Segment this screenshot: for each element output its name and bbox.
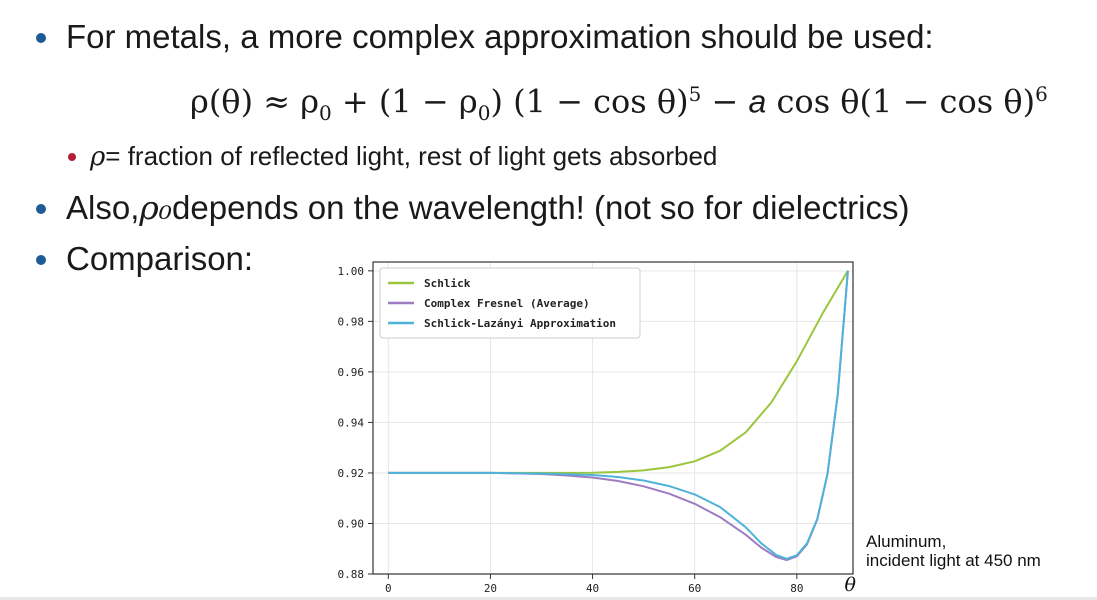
y-tick-label: 0.88: [338, 568, 365, 581]
legend-label: Complex Fresnel (Average): [424, 297, 590, 310]
eq-sub: 0: [319, 101, 332, 126]
x-tick-label: 20: [484, 582, 497, 595]
eq-part: ) (1 − cos θ): [490, 82, 689, 121]
y-tick-label: 0.94: [338, 416, 365, 429]
y-tick-label: 0.90: [338, 517, 365, 530]
x-tick-label: 80: [790, 582, 803, 595]
eq-sub: 0: [477, 101, 491, 126]
x-tick-label: 0: [385, 582, 392, 595]
rho0-symbol: ρ₀: [139, 188, 173, 227]
series-line: [388, 270, 849, 560]
eq-coefficient: a: [748, 83, 767, 120]
chart-caption: Aluminum, incident light at 450 nm: [866, 532, 1041, 570]
eq-part: −: [701, 82, 749, 121]
sub-bullet-dot-icon: [68, 153, 76, 161]
eq-part: cos θ(1 − cos θ): [766, 82, 1036, 121]
legend-label: Schlick-Lazányi Approximation: [424, 317, 616, 330]
caption-line-2: incident light at 450 nm: [866, 551, 1041, 570]
rho-symbol: ρ: [90, 142, 106, 172]
eq-lhs: ρ(θ) ≈ ρ: [190, 82, 320, 121]
y-tick-label: 0.92: [338, 467, 365, 480]
schlick-lazanyi-equation: ρ(θ) ≈ ρ0 + (1 − ρ0) (1 − cos θ)5 − a co…: [190, 82, 1048, 125]
eq-part: + (1 − ρ: [331, 82, 478, 121]
legend-label: Schlick: [424, 277, 471, 290]
legend-box: [379, 267, 641, 339]
bullet-dot-icon: [36, 33, 46, 43]
caption-line-1: Aluminum,: [866, 532, 947, 551]
sub-bullet-1-text: = fraction of reflected light, rest of l…: [105, 141, 718, 171]
bullet-dot-icon: [36, 204, 46, 214]
footer-divider: [0, 597, 1097, 600]
bullet-2-suffix: depends on the wavelength! (not so for d…: [172, 189, 910, 226]
sub-bullet-1: ρ = fraction of reflected light, rest of…: [68, 141, 717, 172]
eq-exponent: 6: [1035, 82, 1048, 106]
eq-exponent: 5: [688, 82, 702, 106]
bullet-3: Comparison:: [36, 240, 253, 278]
bullet-2-prefix: Also,: [66, 189, 140, 226]
bullet-1-text: For metals, a more complex approximation…: [66, 18, 934, 55]
bullet-dot-icon: [36, 255, 46, 265]
x-tick-label: 60: [688, 582, 701, 595]
y-tick-label: 0.98: [338, 315, 365, 328]
bullet-2: Also, ρ₀ depends on the wavelength! (not…: [36, 188, 909, 227]
bullet-1: For metals, a more complex approximation…: [36, 18, 934, 56]
x-tick-label: 40: [586, 582, 599, 595]
y-tick-label: 0.96: [338, 366, 365, 379]
bullet-3-text: Comparison:: [66, 240, 254, 277]
plot-frame: [372, 261, 854, 575]
reflectance-chart: 0.88 0.90 0.92 0.94 0.96 0.98 1.00 0 20 40 60 80 θ Sc…: [338, 261, 857, 596]
x-axis-label: θ: [845, 574, 857, 596]
y-tick-label: 1.00: [338, 265, 365, 278]
